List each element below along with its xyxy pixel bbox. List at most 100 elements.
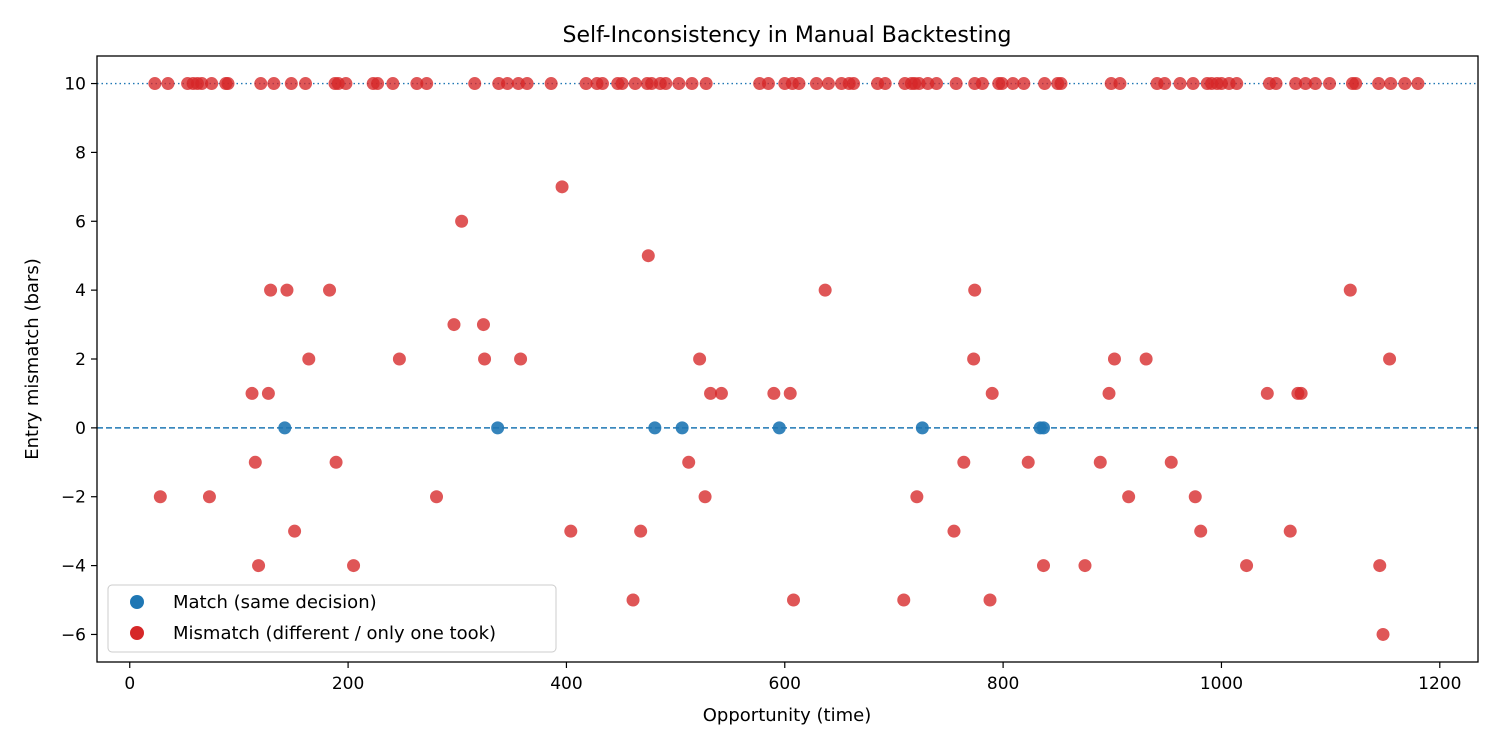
- mismatch-point: [1343, 283, 1357, 297]
- x-tick-label: 800: [987, 674, 1019, 694]
- mismatch-point: [704, 386, 718, 400]
- mismatch-point: [1122, 490, 1136, 504]
- mismatch-point: [430, 490, 444, 504]
- mismatch-point: [783, 386, 797, 400]
- mismatch-point: [821, 77, 835, 91]
- x-tick-label: 0: [124, 674, 135, 694]
- legend-marker-mismatch: [130, 626, 144, 640]
- mismatch-point: [1107, 352, 1121, 366]
- y-tick-label: 4: [75, 281, 86, 301]
- y-tick-label: 6: [75, 212, 86, 232]
- mismatch-point: [1038, 77, 1052, 91]
- mismatch-point: [447, 318, 461, 332]
- mismatch-point: [685, 77, 699, 91]
- match-point: [675, 421, 689, 435]
- mismatch-point: [1078, 559, 1092, 573]
- mismatch-point: [975, 77, 989, 91]
- y-tick-label: −2: [61, 488, 86, 508]
- match-point: [1037, 421, 1051, 435]
- mismatch-point: [615, 77, 629, 91]
- mismatch-point: [254, 77, 268, 91]
- mismatch-point: [555, 180, 569, 194]
- mismatch-point: [1308, 77, 1322, 91]
- mismatch-point: [392, 352, 406, 366]
- y-axis-label: Entry mismatch (bars): [22, 258, 43, 459]
- mismatch-point: [995, 77, 1009, 91]
- match-point: [278, 421, 292, 435]
- y-tick-label: 8: [75, 143, 86, 163]
- mismatch-point: [682, 455, 696, 469]
- mismatch-point: [252, 559, 266, 573]
- mismatch-point: [1299, 77, 1313, 91]
- mismatch-point: [323, 283, 337, 297]
- plot-area-frame: [96, 55, 1479, 663]
- mismatch-point: [245, 386, 259, 400]
- mismatch-point: [809, 77, 823, 91]
- mismatch-point: [983, 593, 997, 607]
- mismatch-point: [1373, 559, 1387, 573]
- mismatch-point: [161, 77, 175, 91]
- mismatch-point: [579, 77, 593, 91]
- mismatch-point: [1017, 77, 1031, 91]
- x-tick-label: 1200: [1418, 674, 1461, 694]
- match-point: [491, 421, 505, 435]
- y-axis-ticks: −6 −4 −2 0 2 4 6 8 10: [61, 75, 97, 645]
- mismatch-point: [1188, 490, 1202, 504]
- mismatch-point: [564, 524, 578, 538]
- mismatch-point: [202, 490, 216, 504]
- mismatch-point: [280, 283, 294, 297]
- mismatch-point: [410, 77, 424, 91]
- mismatch-point: [1384, 77, 1398, 91]
- mismatch-point: [302, 352, 316, 366]
- mismatch-point: [1102, 386, 1116, 400]
- mismatch-point: [261, 386, 275, 400]
- mismatch-point: [699, 77, 713, 91]
- mismatch-point: [195, 77, 209, 91]
- mismatch-point: [468, 77, 482, 91]
- legend-marker-match: [130, 595, 144, 609]
- mismatch-point: [1164, 455, 1178, 469]
- mismatch-point: [878, 77, 892, 91]
- mismatch-point: [1054, 77, 1068, 91]
- mismatch-point: [1283, 524, 1297, 538]
- x-tick-label: 400: [550, 674, 582, 694]
- mismatch-point: [248, 455, 262, 469]
- mismatch-point: [641, 249, 655, 263]
- data-points: [148, 77, 1425, 641]
- legend: Match (same decision) Mismatch (differen…: [107, 584, 557, 653]
- mismatch-point: [267, 77, 281, 91]
- mismatch-point: [897, 593, 911, 607]
- mismatch-point: [595, 77, 609, 91]
- mismatch-point: [420, 77, 434, 91]
- mismatch-point: [1349, 77, 1363, 91]
- mismatch-point: [967, 352, 981, 366]
- mismatch-point: [1113, 77, 1127, 91]
- mismatch-point: [1139, 352, 1153, 366]
- mismatch-point: [957, 455, 971, 469]
- mismatch-point: [299, 77, 313, 91]
- match-point: [648, 421, 662, 435]
- mismatch-point: [634, 524, 648, 538]
- mismatch-point: [1186, 77, 1200, 91]
- legend-label-match: Match (same decision): [173, 592, 377, 613]
- mismatch-point: [968, 283, 982, 297]
- y-tick-label: 10: [64, 75, 86, 95]
- mismatch-point: [205, 77, 219, 91]
- y-tick-label: 0: [75, 419, 86, 439]
- mismatch-point: [949, 77, 963, 91]
- mismatch-point: [1093, 455, 1107, 469]
- mismatch-point: [628, 77, 642, 91]
- mismatch-point: [1411, 77, 1425, 91]
- x-tick-label: 200: [332, 674, 364, 694]
- mismatch-point: [698, 490, 712, 504]
- mismatch-point: [476, 318, 490, 332]
- mismatch-point: [347, 559, 361, 573]
- x-axis-ticks: 0 200 400 600 800 1000 1200: [124, 662, 1461, 694]
- mismatch-point: [264, 283, 278, 297]
- mismatch-point: [1376, 627, 1390, 641]
- mismatch-point: [626, 593, 640, 607]
- mismatch-point: [1294, 386, 1308, 400]
- mismatch-point: [818, 283, 832, 297]
- mismatch-point: [153, 490, 167, 504]
